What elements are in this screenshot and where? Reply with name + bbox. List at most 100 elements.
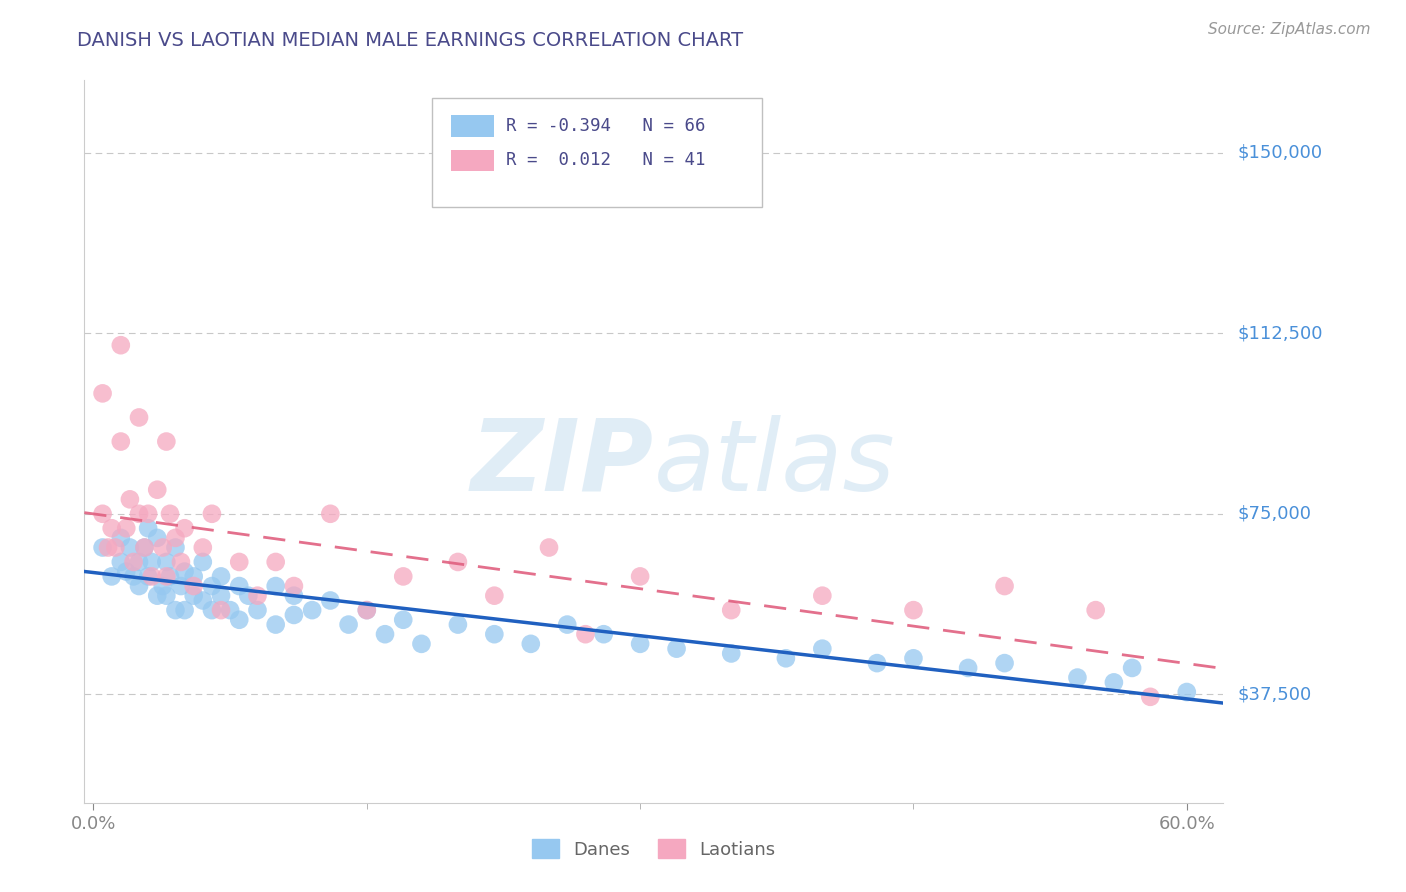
Point [100, 521, 122, 535]
Point [136, 521, 159, 535]
Point [319, 593, 342, 607]
Point [283, 589, 305, 603]
Point [374, 627, 396, 641]
Point [246, 589, 269, 603]
Point [775, 651, 797, 665]
Point [811, 589, 834, 603]
Point [183, 589, 205, 603]
Text: ZIP: ZIP [471, 415, 654, 512]
Point [128, 579, 150, 593]
Point [155, 569, 177, 583]
Point [903, 651, 925, 665]
Point [1066, 671, 1088, 685]
Point [110, 434, 132, 449]
Point [574, 627, 596, 641]
Point [720, 647, 742, 661]
Point [118, 492, 141, 507]
Point [110, 555, 132, 569]
Bar [451, 150, 495, 171]
Point [141, 569, 163, 583]
Point [115, 565, 138, 579]
Point [152, 579, 174, 593]
Point [91, 507, 114, 521]
Point [209, 589, 232, 603]
Point [228, 555, 250, 569]
Point [170, 555, 193, 569]
Point [246, 603, 269, 617]
Point [110, 531, 132, 545]
Point [1139, 690, 1161, 704]
Point [155, 555, 177, 569]
Point [866, 656, 889, 670]
Point [1102, 675, 1125, 690]
Point [122, 555, 145, 569]
Point [191, 593, 214, 607]
Point [115, 521, 138, 535]
Point [201, 579, 224, 593]
Point [720, 603, 742, 617]
Point [209, 603, 232, 617]
Point [110, 338, 132, 352]
Point [122, 569, 145, 583]
Point [264, 617, 287, 632]
Point [165, 531, 187, 545]
Point [264, 555, 287, 569]
Point [537, 541, 560, 555]
Text: DANISH VS LAOTIAN MEDIAN MALE EARNINGS CORRELATION CHART: DANISH VS LAOTIAN MEDIAN MALE EARNINGS C… [77, 31, 744, 50]
Text: atlas: atlas [654, 415, 896, 512]
Point [128, 410, 150, 425]
Point [993, 579, 1015, 593]
Bar [451, 115, 495, 136]
Point [183, 569, 205, 583]
Point [159, 507, 181, 521]
Point [356, 603, 378, 617]
Point [91, 541, 114, 555]
Point [118, 541, 141, 555]
Point [628, 637, 651, 651]
Point [165, 541, 187, 555]
Point [170, 579, 193, 593]
Point [159, 569, 181, 583]
Point [165, 603, 187, 617]
Point [665, 641, 688, 656]
Point [91, 386, 114, 401]
Point [100, 569, 122, 583]
Point [811, 641, 834, 656]
Point [201, 603, 224, 617]
Point [484, 627, 506, 641]
Point [903, 603, 925, 617]
Point [201, 507, 224, 521]
Point [447, 617, 470, 632]
Point [152, 541, 174, 555]
Point [128, 507, 150, 521]
Point [447, 555, 470, 569]
Text: R =  0.012   N = 41: R = 0.012 N = 41 [506, 152, 706, 169]
Point [134, 541, 156, 555]
Text: $37,500: $37,500 [1237, 685, 1312, 704]
Point [219, 603, 242, 617]
Point [128, 555, 150, 569]
Point [191, 541, 214, 555]
Point [134, 541, 156, 555]
Point [155, 589, 177, 603]
Point [228, 579, 250, 593]
Point [146, 531, 169, 545]
Point [392, 569, 415, 583]
Point [555, 617, 578, 632]
Text: $150,000: $150,000 [1237, 144, 1322, 161]
Point [209, 569, 232, 583]
Point [520, 637, 543, 651]
Point [264, 579, 287, 593]
Point [337, 617, 360, 632]
Point [283, 579, 305, 593]
Point [628, 569, 651, 583]
Point [238, 589, 260, 603]
Point [993, 656, 1015, 670]
Text: $75,000: $75,000 [1237, 505, 1312, 523]
Point [283, 607, 305, 622]
Point [173, 603, 195, 617]
Text: R = -0.394   N = 66: R = -0.394 N = 66 [506, 117, 706, 135]
Point [1084, 603, 1107, 617]
Point [141, 555, 163, 569]
Point [173, 565, 195, 579]
